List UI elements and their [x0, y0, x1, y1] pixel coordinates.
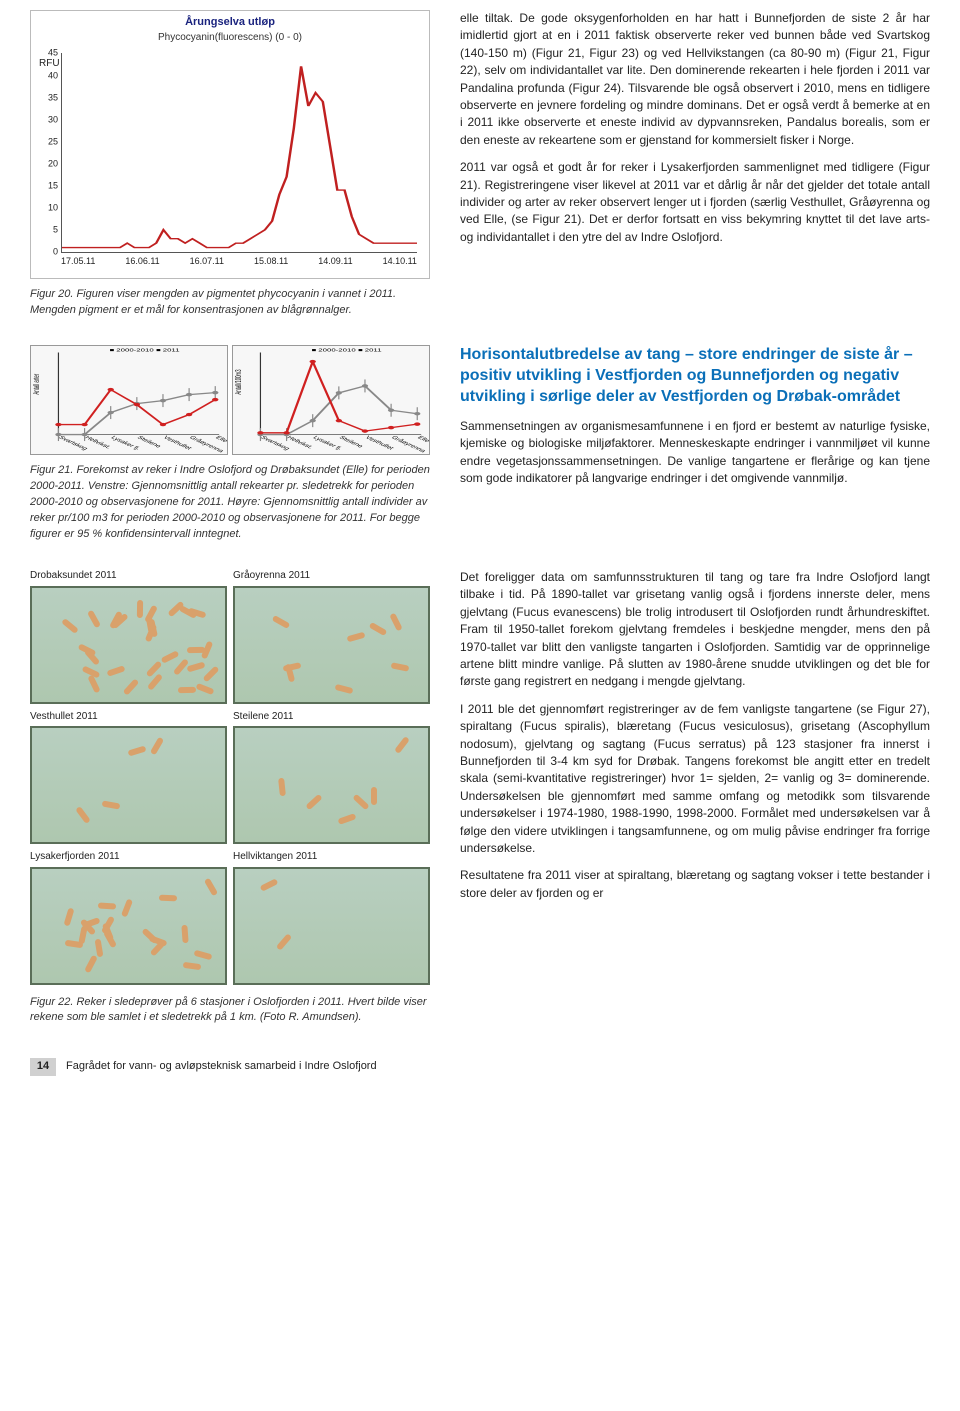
svg-text:Antall arter: Antall arter — [33, 374, 42, 395]
figure-21-caption: Figur 21. Forekomst av reker i Indre Osl… — [30, 463, 430, 543]
paragraph-1: elle tiltak. De gode oksygenforholden en… — [460, 10, 930, 149]
photo-label: Hellviktangen 2011 — [233, 850, 430, 865]
sample-photo — [233, 726, 430, 844]
paragraph-3: Sammensetningen av organismesamfunnene i… — [460, 418, 930, 488]
paragraph-5: I 2011 ble det gjennomført registreringe… — [460, 701, 930, 858]
sample-photo — [233, 867, 430, 985]
chart-subtitle: Phycocyanin(fluorescens) (0 - 0) — [35, 31, 425, 46]
photo-label: Vesthullet 2011 — [30, 710, 227, 725]
photo-label: Gråoyrenna 2011 — [233, 569, 430, 584]
svg-text:Antall/100m3: Antall/100m3 — [235, 369, 244, 394]
photo-label: Lysakerfjorden 2011 — [30, 850, 227, 865]
sample-photo — [30, 586, 227, 704]
phycocyanin-chart: Årungselva utløp Phycocyanin(fluorescens… — [30, 10, 430, 279]
figure-21-charts: SvartskogHellvikst.Lysaker fj.SteileneVe… — [30, 345, 430, 455]
paragraph-6: Resultatene fra 2011 viser at spiraltang… — [460, 867, 930, 902]
figure-22-photo-grid: Drobaksundet 2011 Gråoyrenna 2011 Vesthull… — [30, 569, 430, 985]
svg-text:Elle: Elle — [214, 436, 227, 444]
section-heading: Horisontalutbredelse av tang – store end… — [460, 345, 930, 407]
photo-label: Steilene 2011 — [233, 710, 430, 725]
chart-title: Årungselva utløp — [35, 15, 425, 31]
sample-photo — [233, 586, 430, 704]
paragraph-2: 2011 var også et godt år for reker i Lys… — [460, 159, 930, 246]
paragraph-4: Det foreligger data om samfunnsstrukture… — [460, 569, 930, 691]
page-number: 14 — [30, 1058, 56, 1076]
page-footer: 14 Fagrådet for vann- og avløpsteknisk s… — [30, 1058, 930, 1076]
footer-text: Fagrådet for vann- og avløpsteknisk sama… — [66, 1059, 377, 1075]
sample-photo — [30, 867, 227, 985]
svg-text:Elle: Elle — [416, 436, 429, 444]
svg-text:■ 2000-2010 ■ 2011: ■ 2000-2010 ■ 2011 — [109, 348, 180, 353]
photo-label: Drobaksundet 2011 — [30, 569, 227, 584]
figure-22-caption: Figur 22. Reker i sledeprøver på 6 stasj… — [30, 995, 430, 1027]
figure-20-caption: Figur 20. Figuren viser mengden av pigme… — [30, 287, 430, 319]
svg-text:■ 2000-2010 ■ 2011: ■ 2000-2010 ■ 2011 — [311, 348, 382, 353]
sample-photo — [30, 726, 227, 844]
